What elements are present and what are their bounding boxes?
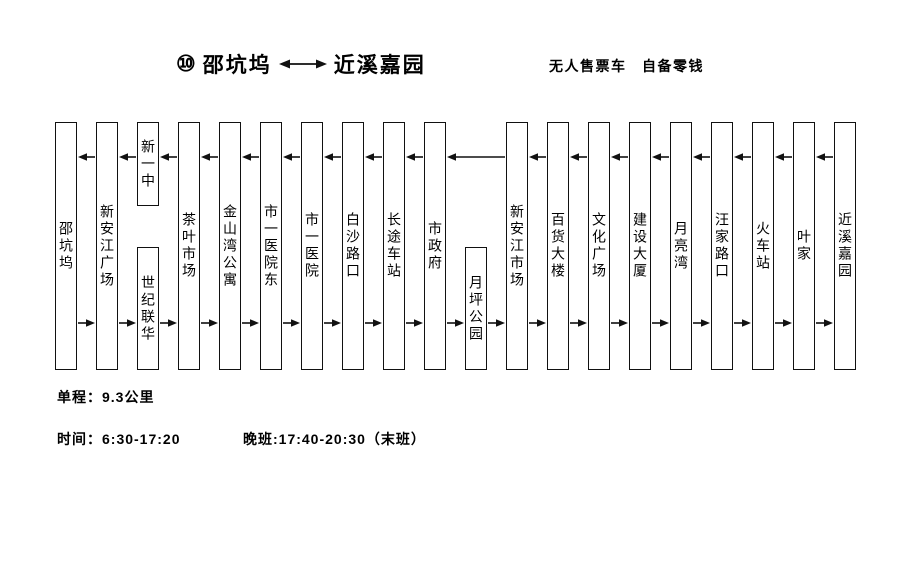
distance-info: 单程：9.3公里 (57, 389, 155, 405)
forward-direction-arrow-icon (324, 319, 341, 327)
return-direction-arrow-icon (652, 153, 669, 161)
return-direction-arrow-icon (570, 153, 587, 161)
station-label: 市政府 (427, 220, 443, 272)
forward-direction-arrow-icon (611, 319, 628, 327)
double-arrow-icon (278, 59, 327, 69)
station-label: 新安江市场 (509, 203, 525, 289)
forward-direction-arrow-icon (570, 319, 587, 327)
station-label: 近溪嘉园 (837, 212, 853, 280)
station-box: 文化广场 (588, 122, 610, 370)
route-number: ⑩ (176, 51, 196, 76)
return-direction-arrow-icon (324, 153, 341, 161)
station-box: 百货大楼 (547, 122, 569, 370)
station-box: 建设大厦 (629, 122, 651, 370)
station-box: 汪家路口 (711, 122, 733, 370)
station-label: 市一医院 (304, 212, 320, 280)
route-to-terminus: 近溪嘉园 (333, 53, 426, 77)
station-label: 汪家路口 (714, 212, 730, 280)
station-box: 新安江市场 (506, 122, 528, 370)
forward-direction-arrow-icon (365, 319, 382, 327)
station-label: 叶家 (796, 229, 812, 263)
station-box: 月坪公园 (465, 247, 487, 370)
forward-direction-arrow-icon (119, 319, 136, 327)
return-direction-arrow-icon (775, 153, 792, 161)
return-direction-arrow-icon (283, 153, 300, 161)
forward-direction-arrow-icon (816, 319, 833, 327)
return-direction-arrow-icon (365, 153, 382, 161)
route-from-terminus: 邵坑坞 (202, 53, 272, 77)
return-direction-arrow-icon (242, 153, 259, 161)
station-label: 新安江广场 (99, 203, 115, 289)
return-direction-arrow-icon (78, 153, 95, 161)
station-box: 新安江广场 (96, 122, 118, 370)
station-label: 百货大楼 (550, 212, 566, 280)
station-box: 叶家 (793, 122, 815, 370)
station-box: 茶叶市场 (178, 122, 200, 370)
station-box: 金山湾公寓 (219, 122, 241, 370)
forward-direction-arrow-icon (488, 319, 505, 327)
station-label: 建设大厦 (632, 212, 648, 280)
return-direction-arrow-icon (160, 153, 177, 161)
return-direction-arrow-icon (693, 153, 710, 161)
forward-direction-arrow-icon (283, 319, 300, 327)
station-box: 市政府 (424, 122, 446, 370)
return-direction-arrow-icon (529, 153, 546, 161)
station-label: 邵坑坞 (58, 220, 74, 272)
station-label: 白沙路口 (345, 212, 361, 280)
station-box: 月亮湾 (670, 122, 692, 370)
forward-direction-arrow-icon (529, 319, 546, 327)
forward-direction-arrow-icon (201, 319, 218, 327)
station-box: 长途车站 (383, 122, 405, 370)
forward-direction-arrow-icon (652, 319, 669, 327)
station-label: 月坪公园 (468, 274, 484, 343)
route-title: ⑩ 邵坑坞 近溪嘉园 (176, 50, 426, 78)
station-box: 世纪联华 (137, 247, 159, 370)
station-label: 火车站 (755, 220, 771, 272)
station-box: 火车站 (752, 122, 774, 370)
station-label: 新一中 (140, 138, 156, 190)
forward-direction-arrow-icon (242, 319, 259, 327)
station-box: 邵坑坞 (55, 122, 77, 370)
station-label: 市一医院东 (263, 203, 279, 289)
station-label: 月亮湾 (673, 220, 689, 272)
station-label: 长途车站 (386, 212, 402, 280)
station-box: 新一中 (137, 122, 159, 206)
forward-direction-arrow-icon (78, 319, 95, 327)
evening-hours-info: 晚班:17:40-20:30（末班） (243, 431, 426, 447)
return-direction-arrow-icon (734, 153, 751, 161)
forward-direction-arrow-icon (160, 319, 177, 327)
forward-direction-arrow-icon (406, 319, 423, 327)
return-direction-arrow-icon (201, 153, 218, 161)
station-label: 金山湾公寓 (222, 203, 238, 289)
return-direction-arrow-icon (406, 153, 423, 161)
fare-notice: 无人售票车 自备零钱 (549, 58, 704, 74)
return-direction-arrow-icon (611, 153, 628, 161)
station-box: 近溪嘉园 (834, 122, 856, 370)
return-direction-arrow-icon (816, 153, 833, 161)
station-box: 市一医院 (301, 122, 323, 370)
forward-direction-arrow-icon (447, 319, 464, 327)
station-label: 世纪联华 (140, 274, 156, 343)
return-direction-arrow-icon (447, 153, 505, 161)
forward-direction-arrow-icon (693, 319, 710, 327)
station-label: 文化广场 (591, 212, 607, 280)
operating-hours-info: 时间：6:30-17:20 (57, 431, 181, 447)
forward-direction-arrow-icon (734, 319, 751, 327)
return-direction-arrow-icon (119, 153, 136, 161)
forward-direction-arrow-icon (775, 319, 792, 327)
station-label: 茶叶市场 (181, 212, 197, 280)
station-box: 白沙路口 (342, 122, 364, 370)
station-box: 市一医院东 (260, 122, 282, 370)
